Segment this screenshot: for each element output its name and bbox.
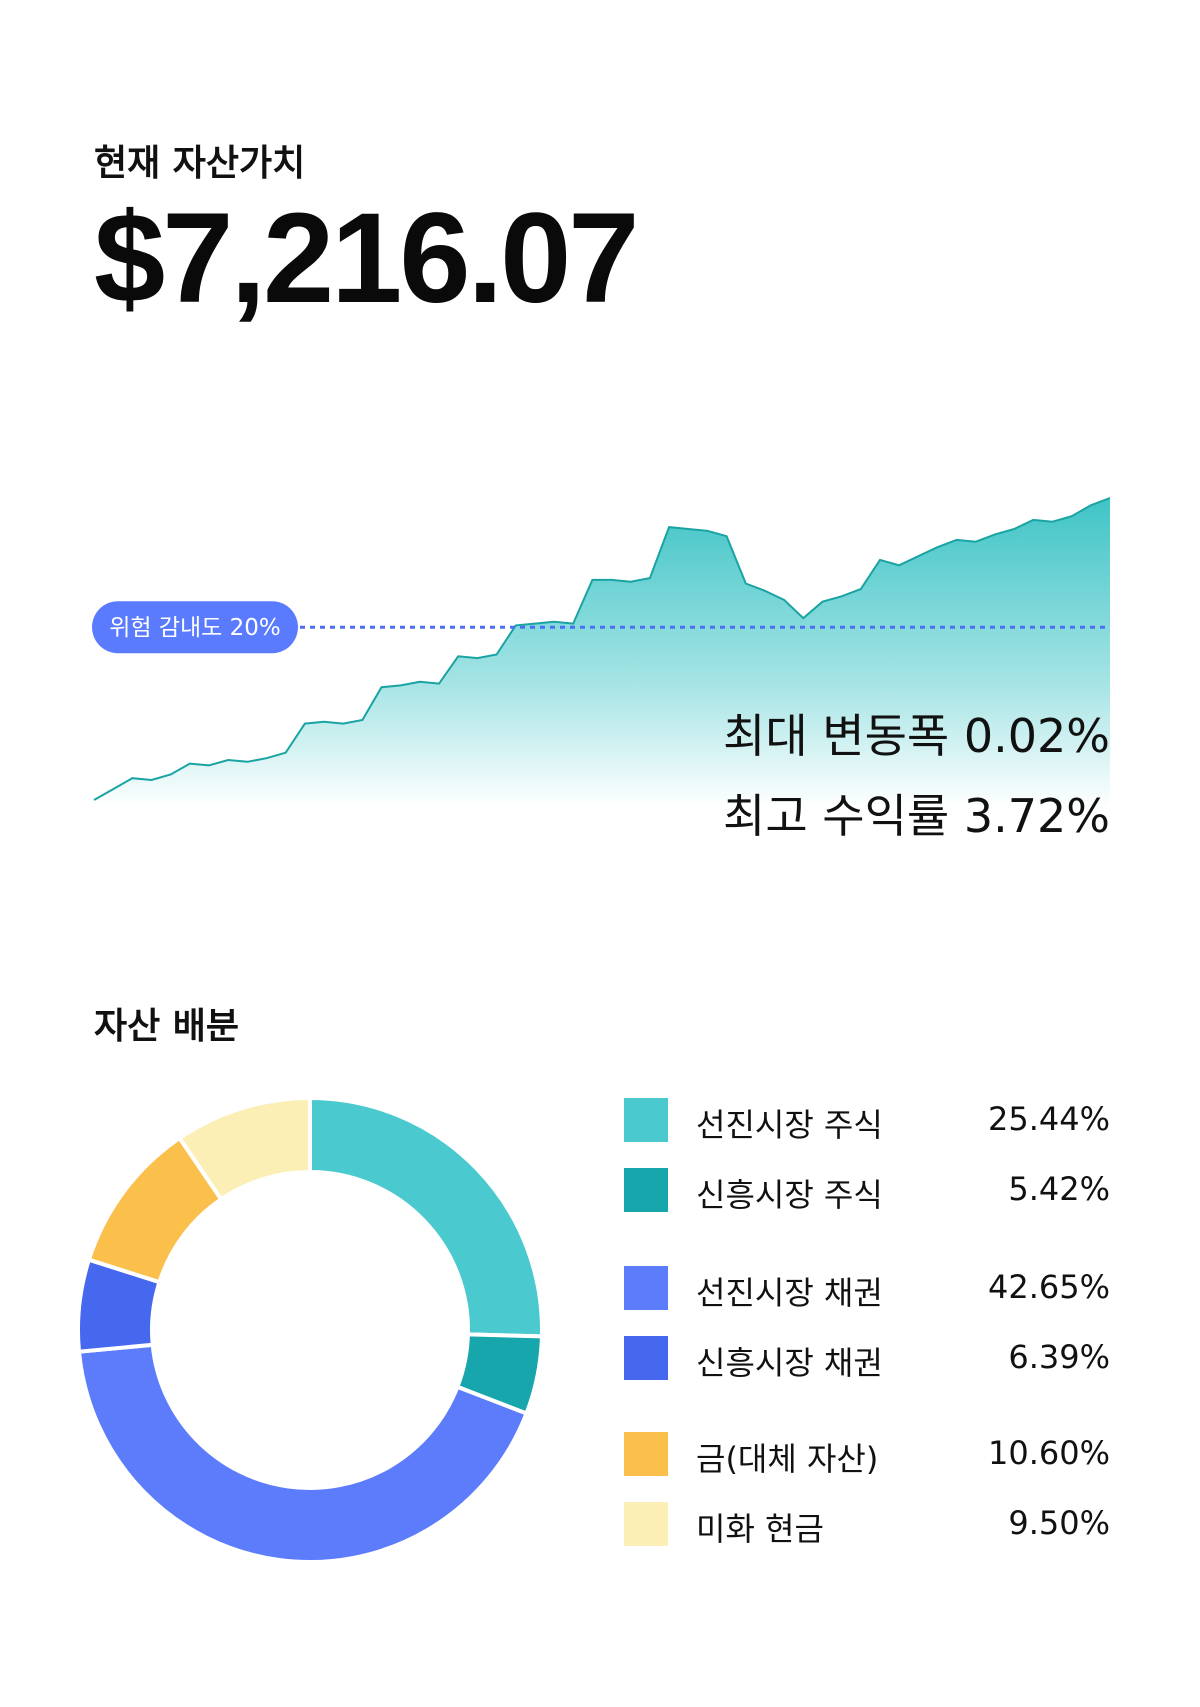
legend-swatch	[624, 1098, 668, 1142]
allocation-donut-chart	[76, 1095, 544, 1564]
legend-item: 금(대체 자산) 10.60%	[624, 1432, 1110, 1478]
legend-name: 신흥시장 채권	[696, 1344, 883, 1382]
area-line	[93, 497, 1111, 801]
portfolio-area-chart: 위험 감내도 20%	[92, 497, 1111, 808]
legend-item: 신흥시장 주식 5.42%	[624, 1168, 1110, 1214]
legend-percent: 9.50%	[1008, 1504, 1110, 1542]
donut-slice	[76, 1342, 530, 1564]
legend-percent: 10.60%	[987, 1434, 1110, 1472]
risk-tolerance-pill	[92, 601, 298, 654]
legend-item: 선진시장 채권 42.65%	[624, 1266, 1110, 1312]
legend-name: 금(대체 자산)	[696, 1440, 879, 1478]
area-fill	[94, 498, 1110, 808]
allocation-title: 자산 배분	[94, 1006, 240, 1047]
max-drawdown-stat: 최대 변동폭 0.02%	[723, 709, 1110, 763]
legend-item: 선진시장 주식 25.44%	[624, 1098, 1110, 1144]
legend-swatch	[624, 1502, 668, 1546]
legend-percent: 42.65%	[987, 1268, 1110, 1306]
legend-swatch	[624, 1266, 668, 1310]
legend-percent: 25.44%	[987, 1100, 1110, 1138]
current-value-label: 현재 자산가치	[94, 143, 306, 184]
legend-swatch	[624, 1168, 668, 1212]
max-return-stat: 최고 수익률 3.72%	[723, 789, 1110, 843]
legend-name: 선진시장 주식	[696, 1106, 883, 1144]
legend-name: 미화 현금	[696, 1510, 824, 1548]
current-value-amount: $7,216.07	[94, 187, 639, 330]
donut-slice	[176, 1095, 312, 1203]
legend-name: 선진시장 채권	[696, 1274, 883, 1312]
legend-item: 신흥시장 채권 6.39%	[624, 1336, 1110, 1382]
legend-item: 미화 현금 9.50%	[624, 1502, 1110, 1548]
legend-name: 신흥시장 주식	[696, 1176, 883, 1214]
risk-tolerance-label: 위험 감내도 20%	[109, 615, 281, 641]
legend-percent: 5.42%	[1008, 1170, 1110, 1208]
legend-swatch	[624, 1432, 668, 1476]
donut-slice	[308, 1095, 544, 1339]
legend-percent: 6.39%	[1008, 1338, 1110, 1376]
legend-swatch	[624, 1336, 668, 1380]
